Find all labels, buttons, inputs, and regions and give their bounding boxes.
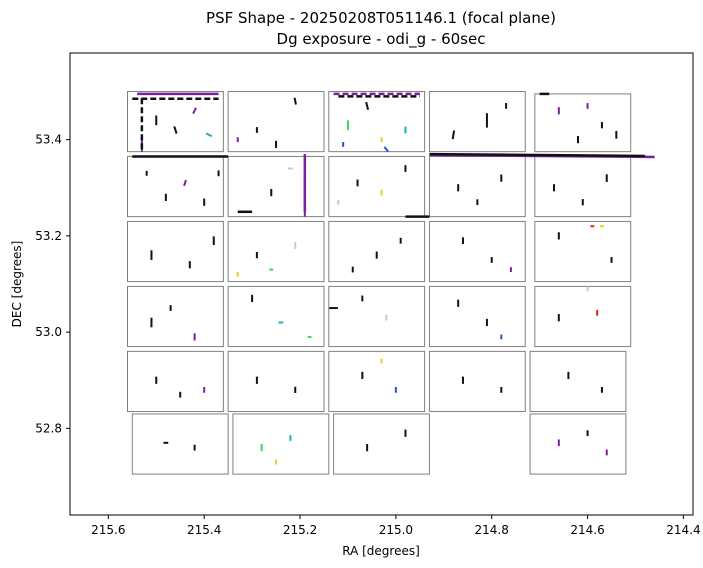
ccd-outline <box>328 155 426 218</box>
ccd-outline <box>428 220 526 283</box>
y-tick-label: 52.8 <box>35 421 62 435</box>
chart-subtitle: Dg exposure - odi_g - 60sec <box>277 30 486 49</box>
ccd-outline <box>227 155 325 218</box>
x-axis-ticks: 215.6 215.4 215.2 215.0 214.8 214.6 214.4 <box>91 515 701 537</box>
ccd-outline <box>127 285 224 348</box>
x-axis-label: RA [degrees] <box>342 544 420 558</box>
ccd-outline <box>428 350 526 413</box>
ccd-outline <box>529 413 627 475</box>
psf-stick <box>205 132 213 138</box>
ccd-outline <box>131 413 229 475</box>
psf-stick <box>183 179 187 187</box>
psf-stick <box>173 126 178 134</box>
x-tick-label: 214.6 <box>570 523 604 537</box>
psf-markers <box>132 92 655 465</box>
psf-stick <box>192 107 197 115</box>
x-tick-label: 215.6 <box>91 523 125 537</box>
ccd-outline <box>428 285 526 348</box>
ccd-outlines <box>127 91 632 475</box>
ccd-outline <box>127 220 224 283</box>
ccd-outline <box>328 91 426 153</box>
ccd-outline <box>534 93 632 153</box>
ccd-outline <box>232 413 330 475</box>
ccd-outline <box>227 91 325 153</box>
plot-area <box>69 52 694 516</box>
ccd-outline <box>529 350 627 413</box>
ccd-outline <box>227 220 325 283</box>
ccd-outline <box>227 285 325 348</box>
y-tick-label: 53.2 <box>35 229 62 243</box>
x-tick-label: 215.2 <box>283 523 317 537</box>
ccd-outline <box>328 285 426 348</box>
ccd-outline <box>534 220 632 283</box>
ccd-outline <box>127 91 224 153</box>
ccd-outline <box>328 350 426 413</box>
psf-stick <box>383 146 389 153</box>
ccd-outline <box>227 350 325 413</box>
ccd-outline <box>333 413 430 475</box>
psf-stick <box>451 130 456 140</box>
psf-streak <box>429 152 646 158</box>
psf-stick <box>365 101 370 111</box>
y-axis-ticks: 52.8 53.0 53.2 53.4 <box>35 133 70 435</box>
x-tick-label: 214.4 <box>666 523 700 537</box>
y-tick-label: 53.4 <box>35 133 62 147</box>
ccd-outline <box>328 220 426 283</box>
chart-title: PSF Shape - 20250208T051146.1 (focal pla… <box>206 9 556 27</box>
y-tick-label: 53.0 <box>35 325 62 339</box>
y-axis-label: DEC [degrees] <box>10 241 24 328</box>
x-tick-label: 214.8 <box>475 523 509 537</box>
x-tick-label: 215.0 <box>379 523 413 537</box>
ccd-outline <box>428 91 526 153</box>
ccd-outline <box>127 350 224 413</box>
psf-stick <box>293 97 297 105</box>
ccd-outline <box>534 285 632 348</box>
x-tick-label: 215.4 <box>187 523 221 537</box>
